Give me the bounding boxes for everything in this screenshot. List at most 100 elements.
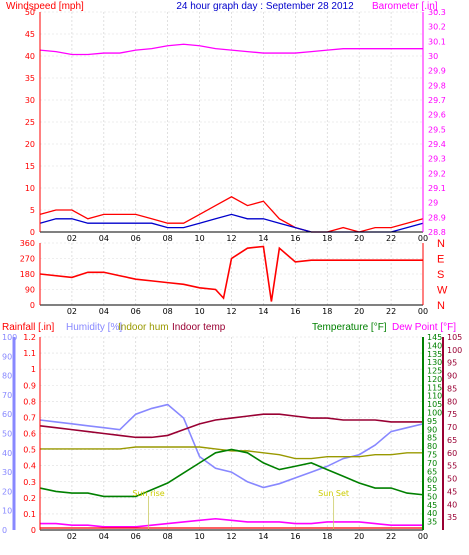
temperature-tick-label: 130 — [427, 358, 442, 367]
x-tick-label: 06 — [131, 532, 141, 541]
humidity-tick-label: 60 — [2, 410, 12, 419]
temperature-tick-label: 140 — [427, 341, 442, 350]
x-tick-label: 08 — [163, 532, 173, 541]
series-line-temperature — [39, 448, 424, 498]
rainfall-tick-label: 0.4 — [23, 462, 36, 471]
windspeed-tick-label: 40 — [25, 52, 35, 61]
compass-label: N — [437, 238, 445, 250]
x-tick-label: 08 — [163, 234, 173, 243]
temperature-tick-label: 50 — [427, 492, 437, 501]
x-tick-label: 12 — [226, 307, 236, 316]
x-tick-label: 22 — [386, 234, 396, 243]
humidity-tick-label: 30 — [2, 468, 12, 477]
windspeed-tick-label: 25 — [25, 118, 35, 127]
barometer-tick-label: 28.9 — [428, 213, 446, 222]
x-tick-label: 02 — [67, 532, 77, 541]
rainfall-tick-label: 0.7 — [23, 413, 36, 422]
humidity-tick-label: 70 — [2, 391, 12, 400]
barometer-tick-label: 29.3 — [428, 155, 446, 164]
temperature-tick-label: 85 — [427, 434, 437, 443]
x-tick-label: 04 — [99, 307, 109, 316]
rainfall-tick-label: 0.5 — [23, 446, 36, 455]
dew-point-tick-label: 65 — [447, 436, 457, 445]
series-line-humidity — [39, 403, 424, 489]
temperature-tick-label: 125 — [427, 367, 442, 376]
rainfall-axis-label: Rainfall [.in] — [2, 322, 54, 333]
barometer-tick-label: 29.5 — [428, 125, 446, 134]
barometer-tick-label: 29.1 — [428, 184, 446, 193]
barometer-tick-label: 30 — [428, 52, 438, 61]
x-tick-label: 16 — [290, 307, 300, 316]
rainfall-tick-label: 0.9 — [23, 381, 36, 390]
windspeed-tick-label: 50 — [25, 8, 35, 17]
temperature-tick-label: 65 — [427, 467, 437, 476]
temperature-tick-label: 95 — [427, 417, 437, 426]
x-tick-label: 02 — [67, 234, 77, 243]
x-tick-label: 22 — [386, 307, 396, 316]
windspeed-tick-label: 45 — [25, 30, 35, 39]
humidity-tick-label: 50 — [2, 430, 12, 439]
direction-tick-label: 270 — [20, 255, 35, 264]
rainfall-tick-label: 0.2 — [23, 494, 36, 503]
temperature-tick-label: 75 — [427, 450, 437, 459]
x-tick-label: 04 — [99, 532, 109, 541]
temperature-tick-label: 35 — [427, 518, 437, 527]
x-tick-label: 10 — [194, 532, 204, 541]
humidity-tick-label: 40 — [2, 449, 12, 458]
direction-tick-label: 90 — [25, 286, 35, 295]
x-tick-label: 14 — [258, 532, 268, 541]
x-tick-label: 10 — [194, 234, 204, 243]
temperature-tick-label: 60 — [427, 476, 437, 485]
direction-tick-label: 180 — [20, 270, 35, 279]
dew-point-tick-label: 90 — [447, 372, 457, 381]
barometer-tick-label: 29.8 — [428, 81, 446, 90]
temperature-tick-label: 40 — [427, 509, 437, 518]
series-line-indoor-hum — [40, 446, 423, 460]
chart-title: 24 hour graph day : September 28 2012 — [176, 1, 354, 12]
temperature-tick-label: 135 — [427, 350, 442, 359]
windspeed-tick-label: 30 — [25, 96, 35, 105]
x-tick-label: 00 — [418, 532, 428, 541]
x-tick-label: 00 — [418, 234, 428, 243]
x-tick-label: 10 — [194, 307, 204, 316]
barometer-tick-label: 30.1 — [428, 37, 446, 46]
dew-point-tick-label: 35 — [447, 513, 457, 522]
humidity-tick-label: 0 — [2, 526, 7, 535]
temperature-axis-label: Temperature [°F] — [312, 322, 387, 333]
windspeed-axis-label: Windspeed [mph] — [6, 1, 84, 12]
indoor-temp-label: Indoor temp — [172, 322, 226, 333]
barometer-tick-label: 29.2 — [428, 169, 446, 178]
compass-label: S — [437, 269, 444, 281]
x-tick-label: 16 — [290, 532, 300, 541]
dew-point-tick-label: 95 — [447, 359, 457, 368]
barometer-tick-label: 28.8 — [428, 228, 446, 237]
dew-point-tick-label: 50 — [447, 475, 457, 484]
barometer-tick-label: 29 — [428, 199, 438, 208]
barometer-tick-label: 29.9 — [428, 67, 446, 76]
barometer-axis-label: Barometer [.in] — [372, 1, 438, 12]
humidity-tick-label: 20 — [2, 487, 12, 496]
x-tick-label: 08 — [163, 307, 173, 316]
x-tick-label: 22 — [386, 532, 396, 541]
windspeed-tick-label: 35 — [25, 74, 35, 83]
humidity-tick-label: 10 — [2, 507, 12, 516]
dew-point-tick-label: 40 — [447, 500, 457, 509]
dew-point-tick-label: 45 — [447, 487, 457, 496]
windspeed-tick-label: 5 — [30, 206, 35, 215]
windspeed-tick-label: 0 — [30, 228, 35, 237]
indoor-hum-label: Indoor hum — [118, 322, 169, 333]
temperature-tick-label: 70 — [427, 459, 437, 468]
series-line-wind-direction — [39, 245, 423, 302]
x-tick-label: 20 — [354, 532, 364, 541]
dew-point-tick-label: 85 — [447, 384, 457, 393]
temperature-tick-label: 115 — [427, 383, 442, 392]
sun-annotation: Sun Set — [318, 489, 349, 498]
dew-point-tick-label: 100 — [447, 346, 462, 355]
windspeed-tick-label: 15 — [25, 162, 35, 171]
windspeed-tick-label: 10 — [25, 184, 35, 193]
dew-point-tick-label: 60 — [447, 449, 457, 458]
humidity-tick-label: 80 — [2, 372, 12, 381]
compass-label: E — [437, 254, 444, 266]
dew-point-axis-label: Dew Point [°F] — [392, 322, 456, 333]
